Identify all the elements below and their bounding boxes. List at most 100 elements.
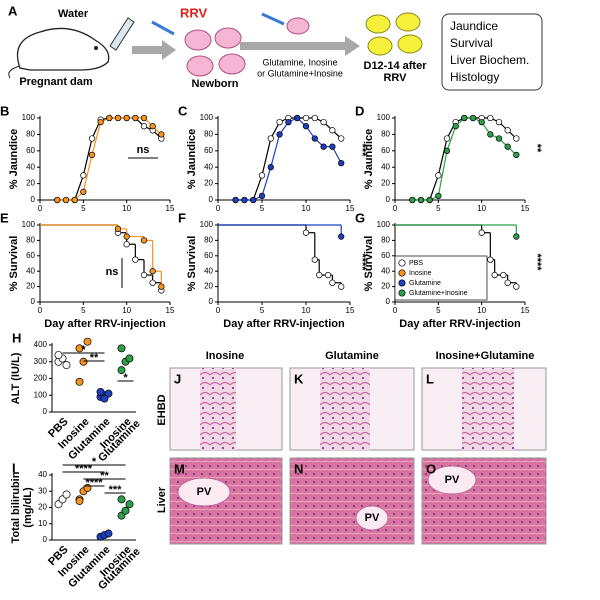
- x-tick-label: 10: [122, 306, 131, 315]
- x-tick-label: 10: [302, 204, 311, 213]
- data-point: [500, 271, 507, 279]
- significance-label: *: [123, 372, 128, 384]
- panel-letter: J: [174, 371, 181, 386]
- schematic: A Water Pregnant dam RRV Newborn Glutami…: [8, 3, 543, 91]
- data-point: [80, 172, 87, 179]
- data-point: [258, 172, 266, 179]
- data-point: [62, 490, 71, 499]
- data-point: [96, 387, 105, 396]
- significance-label: ns: [137, 144, 150, 156]
- y-tick-label: 0: [386, 195, 391, 204]
- significance-label: ****: [356, 253, 368, 271]
- data-point: [487, 114, 494, 122]
- significance-label: ns: [106, 266, 119, 278]
- syringe: [261, 12, 285, 26]
- x-tick-label: 0: [216, 204, 221, 213]
- x-tick-label: 10: [477, 306, 486, 315]
- series-line: [235, 117, 342, 201]
- y-tick-label: 80: [381, 236, 390, 245]
- x-tick-label: 0: [393, 306, 398, 315]
- panel-letter: L: [426, 371, 434, 386]
- histology: Inosine Glutamine Inosine+Glutamine EHBD…: [156, 350, 547, 545]
- tissue: [462, 368, 514, 450]
- data-point: [276, 131, 283, 138]
- readout: Jaundice: [450, 19, 498, 33]
- data-point: [469, 114, 477, 122]
- panel-letter: A: [8, 3, 18, 18]
- data-point: [100, 394, 109, 403]
- series-line: [412, 117, 517, 201]
- treatment-label: Glutamine, Inosine: [262, 57, 337, 67]
- y-tick-label: 40: [381, 266, 390, 275]
- y-tick-label: 80: [26, 236, 35, 245]
- data-point: [71, 196, 78, 204]
- data-point: [117, 344, 126, 353]
- y-tick-label: 300: [34, 357, 48, 366]
- row-label: Liver: [156, 486, 168, 513]
- mouse-tail: [8, 65, 21, 79]
- series-line: [57, 117, 162, 201]
- data-point: [294, 114, 301, 122]
- y-tick-label: 20: [381, 179, 390, 188]
- x-tick-label: 5: [81, 306, 86, 315]
- y-axis-label: % Survival: [363, 236, 375, 292]
- y-tick-label: 40: [204, 162, 213, 171]
- tissue: [320, 368, 370, 450]
- data-point: [232, 196, 239, 204]
- data-point: [75, 344, 84, 353]
- y-axis-label: % Jaundice: [363, 129, 375, 190]
- y-tick-label: 200: [34, 374, 48, 383]
- y-axis-label: (mg/dL): [22, 487, 34, 528]
- data-point: [409, 196, 416, 204]
- x-tick-label: 10: [122, 204, 131, 213]
- vessel: [427, 465, 477, 495]
- y-axis-label: % Survival: [186, 236, 198, 292]
- y-tick-label: 0: [209, 195, 214, 204]
- data-point: [117, 495, 126, 504]
- data-point: [504, 143, 511, 150]
- data-point: [88, 151, 96, 159]
- column-header: Inosine: [206, 350, 245, 362]
- y-tick-label: 40: [26, 266, 35, 275]
- arrow: [132, 40, 176, 60]
- data-point: [320, 143, 327, 150]
- panel-letter: C: [178, 103, 188, 118]
- data-point: [316, 271, 323, 279]
- x-tick-label: 0: [216, 306, 221, 315]
- y-tick-label: 60: [381, 146, 390, 155]
- y-tick-label: 60: [204, 251, 213, 260]
- tissue: [200, 368, 236, 450]
- x-tick-label: 5: [436, 204, 441, 213]
- data-point: [435, 192, 442, 200]
- data-point: [123, 233, 130, 240]
- y-tick-label: 10: [38, 519, 47, 528]
- data-point: [276, 118, 283, 126]
- data-point: [125, 500, 134, 509]
- y-tick-label: 80: [26, 130, 35, 139]
- y-tick-label: 60: [204, 146, 213, 155]
- significance-label: ****: [531, 253, 543, 271]
- data-point: [258, 192, 266, 200]
- column-header: Inosine+Glutamine: [436, 350, 535, 362]
- data-point: [54, 196, 61, 204]
- data-point: [80, 188, 87, 195]
- y-tick-label: 0: [386, 297, 391, 306]
- readout-box: [441, 13, 543, 91]
- data-point: [443, 135, 451, 142]
- x-tick-label: 10: [477, 204, 486, 213]
- y-tick-label: 100: [200, 220, 214, 229]
- data-point: [149, 268, 156, 275]
- y-tick-label: 20: [204, 282, 213, 291]
- panel-letter: N: [294, 461, 303, 476]
- x-tick-label: 10: [302, 306, 311, 315]
- data-point: [62, 196, 70, 204]
- y-tick-label: 100: [200, 113, 214, 122]
- virus-label: RRV: [180, 5, 208, 20]
- legend-label: Inosine: [409, 270, 432, 277]
- panel-letter: O: [426, 461, 436, 476]
- y-tick-label: 20: [381, 282, 390, 291]
- x-axis-label: Day after RRV-injection: [44, 318, 166, 330]
- significance-label: ***: [109, 484, 123, 496]
- data-point: [104, 529, 113, 538]
- y-tick-label: 80: [381, 130, 390, 139]
